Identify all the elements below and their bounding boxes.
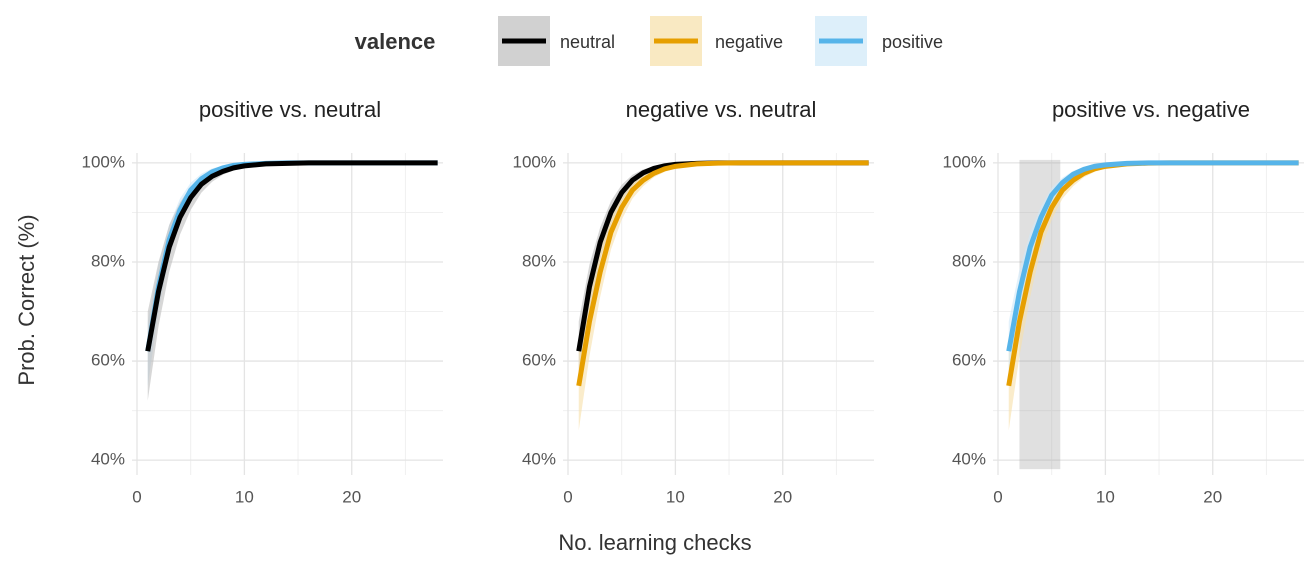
y-tick-label: 60% — [522, 351, 556, 370]
x-tick-label: 10 — [1096, 487, 1115, 506]
y-tick-label: 80% — [522, 251, 556, 270]
x-tick-label: 20 — [773, 487, 792, 506]
facet-title: positive vs. negative — [1052, 97, 1250, 122]
legend-title: valence — [355, 29, 436, 54]
x-tick-label: 10 — [666, 487, 685, 506]
y-tick-label: 60% — [952, 351, 986, 370]
y-axis-label: Prob. Correct (%) — [14, 214, 39, 385]
y-tick-label: 40% — [91, 450, 125, 469]
legend-label: positive — [882, 32, 943, 52]
x-tick-label: 20 — [342, 487, 361, 506]
y-tick-label: 100% — [513, 152, 556, 171]
y-tick-label: 60% — [91, 351, 125, 370]
x-tick-label: 0 — [563, 487, 572, 506]
y-tick-label: 40% — [952, 450, 986, 469]
y-tick-label: 100% — [943, 152, 986, 171]
legend-label: neutral — [560, 32, 615, 52]
y-tick-label: 40% — [522, 450, 556, 469]
line — [145, 160, 438, 352]
x-tick-label: 0 — [993, 487, 1002, 506]
y-tick-label: 80% — [91, 251, 125, 270]
line — [1006, 160, 1299, 352]
x-tick-label: 10 — [235, 487, 254, 506]
y-tick-label: 80% — [952, 251, 986, 270]
facet-title: positive vs. neutral — [199, 97, 381, 122]
legend-label: negative — [715, 32, 783, 52]
y-tick-label: 100% — [82, 152, 125, 171]
line — [576, 160, 869, 387]
x-tick-label: 20 — [1203, 487, 1222, 506]
x-axis-label: No. learning checks — [558, 530, 751, 555]
facet-title: negative vs. neutral — [626, 97, 817, 122]
line — [145, 160, 438, 352]
x-tick-label: 0 — [132, 487, 141, 506]
line — [576, 160, 869, 352]
